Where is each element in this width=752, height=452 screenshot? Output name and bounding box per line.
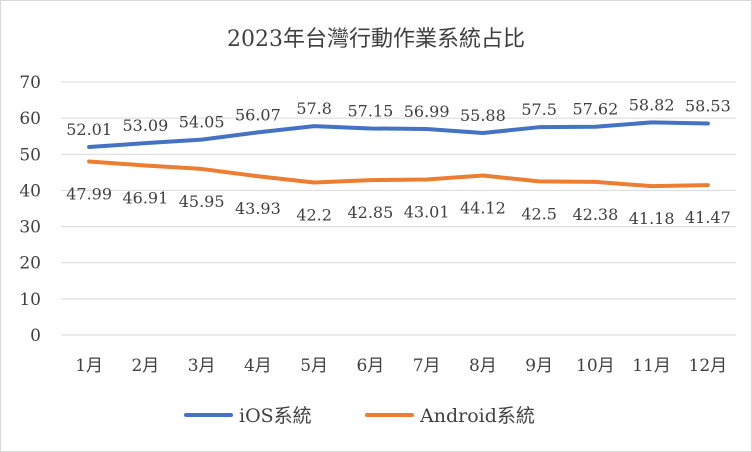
series-line-ios xyxy=(87,120,710,150)
data-label: 41.18 xyxy=(629,209,675,228)
data-label: 58.82 xyxy=(629,95,675,114)
data-label: 41.47 xyxy=(685,208,731,227)
data-label: 42.5 xyxy=(521,204,557,223)
chart-title: 2023年台灣行動作業系統占比 xyxy=(227,27,525,52)
data-label: 52.01 xyxy=(66,120,112,139)
x-tick-label: 8月 xyxy=(469,356,497,376)
data-label: 57.5 xyxy=(521,100,557,119)
y-tick-label: 10 xyxy=(19,290,41,310)
x-axis-ticks: 1月 2月 3月 4月 5月 6月 7月 8月 9月 10月 11月 12月 xyxy=(75,356,727,376)
data-label: 43.01 xyxy=(404,203,450,222)
x-tick-label: 5月 xyxy=(300,356,328,376)
data-label: 45.95 xyxy=(179,192,225,211)
x-tick-label: 1月 xyxy=(75,356,103,376)
x-tick-label: 7月 xyxy=(413,356,441,376)
y-tick-label: 30 xyxy=(19,218,41,238)
x-tick-label: 10月 xyxy=(576,356,615,376)
y-axis-ticks: 0 10 20 30 40 50 60 70 xyxy=(19,73,41,346)
y-tick-label: 0 xyxy=(30,326,41,346)
y-tick-label: 40 xyxy=(19,181,41,201)
data-label: 44.12 xyxy=(460,199,506,218)
x-tick-label: 12月 xyxy=(689,356,728,376)
data-label: 46.91 xyxy=(122,188,168,207)
y-tick-label: 20 xyxy=(19,254,41,274)
data-label: 55.88 xyxy=(460,106,506,125)
data-label: 56.99 xyxy=(404,102,450,121)
series-line-android xyxy=(87,159,710,189)
x-tick-label: 9月 xyxy=(525,356,553,376)
data-label: 54.05 xyxy=(179,113,225,132)
data-label: 57.8 xyxy=(296,99,332,118)
x-tick-label: 11月 xyxy=(632,356,671,376)
data-label: 57.15 xyxy=(347,101,393,120)
x-tick-label: 6月 xyxy=(356,356,384,376)
legend-label: Android系統 xyxy=(419,405,535,427)
legend: iOS系統 Android系統 xyxy=(184,405,535,427)
y-tick-label: 70 xyxy=(19,73,41,93)
y-tick-label: 50 xyxy=(19,145,41,165)
data-label: 56.07 xyxy=(235,105,281,124)
data-label: 42.2 xyxy=(296,205,332,224)
data-label: 43.93 xyxy=(235,199,281,218)
series-lines xyxy=(87,120,710,189)
data-label: 58.53 xyxy=(685,96,731,115)
data-label: 42.38 xyxy=(572,205,618,224)
x-tick-label: 2月 xyxy=(131,356,159,376)
y-tick-label: 60 xyxy=(19,109,41,129)
data-labels: 52.01 53.09 54.05 56.07 57.8 57.15 56.99 55.88 5… xyxy=(66,95,731,228)
data-label: 42.85 xyxy=(347,203,393,222)
x-tick-label: 3月 xyxy=(188,356,216,376)
data-label: 53.09 xyxy=(122,116,168,135)
legend-label: iOS系統 xyxy=(239,405,312,427)
gridlines xyxy=(61,81,736,336)
data-label: 57.62 xyxy=(572,100,618,119)
data-label: 47.99 xyxy=(66,185,112,204)
x-tick-label: 4月 xyxy=(244,356,272,376)
